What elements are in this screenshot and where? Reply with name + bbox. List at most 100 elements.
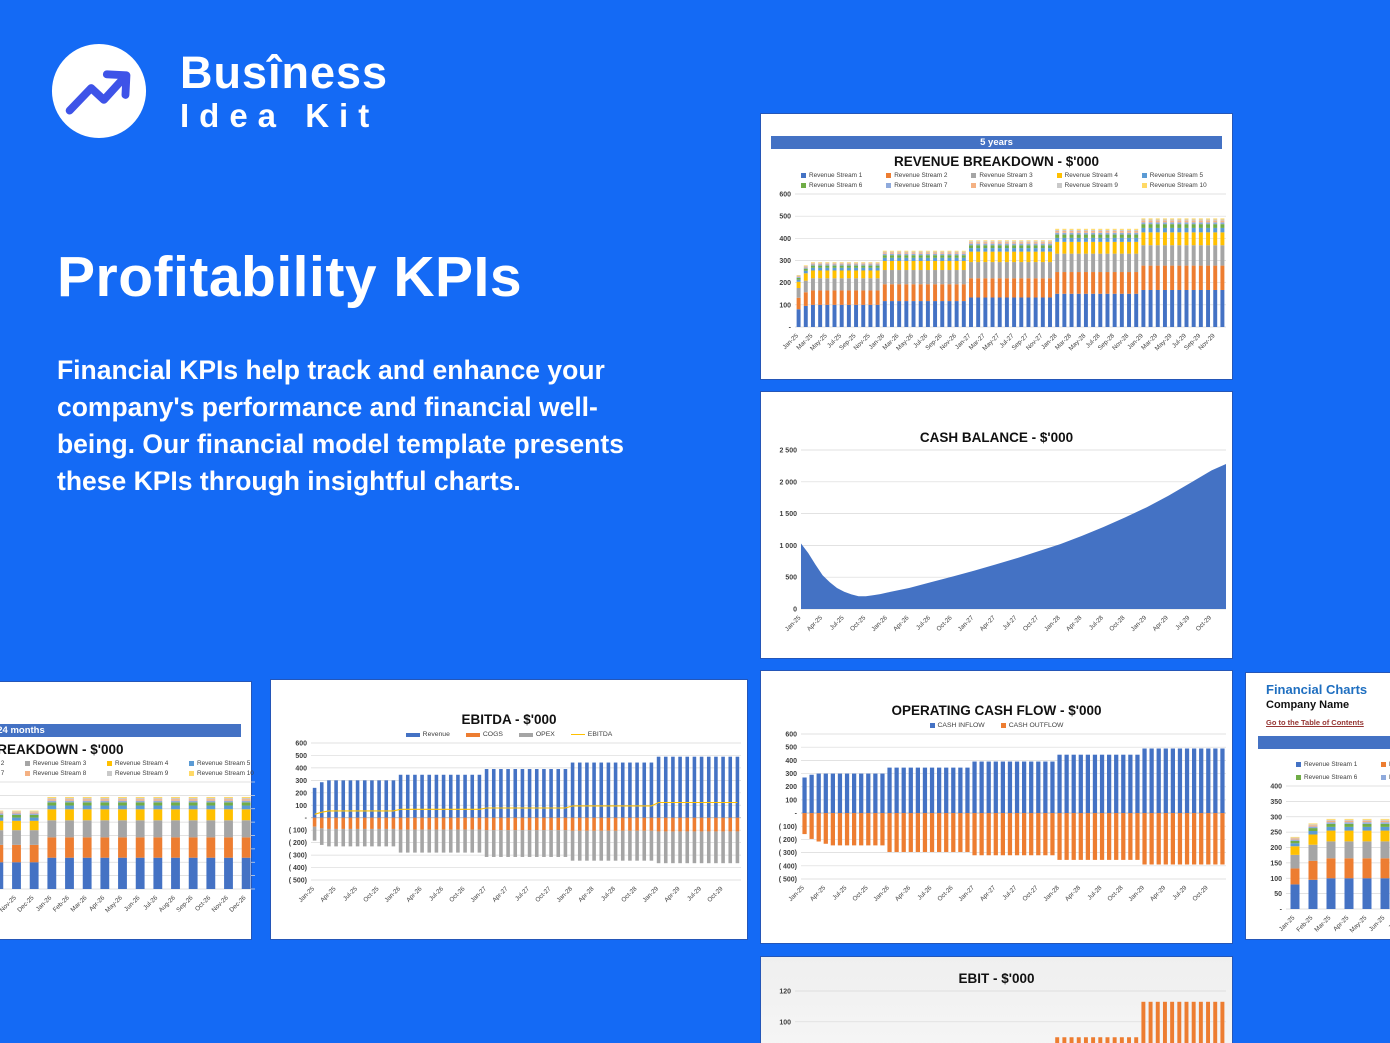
svg-text:Jun-25: Jun-25: [1368, 914, 1387, 933]
svg-text:120: 120: [779, 989, 791, 996]
legend-item: Revenue Stream 7: [886, 182, 971, 189]
legend-item: Revenue Stream 2: [1381, 761, 1390, 768]
operating-cash-flow-chart: 600 500 400 300 200 100 - ( 100) ( 200) ( 300) ( 4…: [779, 732, 1226, 903]
svg-text:Mar-26: Mar-26: [70, 894, 89, 913]
chart-card-ebit: EBIT - $'000 12010080604020-Jan-25Apr-25…: [760, 956, 1233, 1043]
svg-text:Jul-28: Jul-28: [1086, 884, 1103, 901]
legend-swatch: [1056, 183, 1062, 188]
svg-text:500: 500: [785, 745, 797, 752]
legend-item: Revenue Stream 3: [25, 760, 107, 767]
legend-item: EBITDA: [570, 731, 612, 738]
legend-item: Revenue Stream 1: [801, 172, 886, 179]
revenue-breakdown-5y-chart: 600500400300200100-Jan-25Mar-25May-25Jul…: [779, 192, 1226, 352]
svg-text:Jan-25: Jan-25: [784, 614, 803, 633]
company-name: Company Name: [1266, 698, 1350, 711]
svg-text:Jan-28: Jan-28: [1042, 884, 1061, 903]
svg-text:( 300): ( 300): [779, 850, 797, 857]
svg-text:400: 400: [295, 765, 307, 772]
svg-text:600: 600: [295, 741, 307, 748]
svg-text:Jan-25: Jan-25: [1278, 914, 1297, 933]
svg-text:Nov-29: Nov-29: [1197, 332, 1217, 352]
svg-text:Jan-28: Jan-28: [555, 885, 574, 904]
svg-text:Apr-27: Apr-27: [979, 884, 998, 903]
svg-text:( 200): ( 200): [779, 837, 797, 844]
legend-swatch: [1381, 761, 1386, 767]
svg-text:May-26: May-26: [104, 894, 124, 914]
legend-item: Revenue Stream 3: [971, 172, 1056, 179]
svg-text:Oct-26: Oct-26: [936, 884, 955, 903]
svg-text:-: -: [795, 811, 798, 818]
svg-text:400: 400: [1270, 783, 1282, 790]
legend-item: Revenue Stream 7: [1381, 774, 1390, 781]
svg-text:100: 100: [779, 302, 791, 309]
svg-text:Oct-29: Oct-29: [706, 885, 725, 904]
svg-text:100: 100: [295, 803, 307, 810]
svg-text:500: 500: [295, 753, 307, 760]
svg-text:Jul-25: Jul-25: [829, 614, 846, 631]
legend-swatch: [1296, 774, 1301, 780]
legend-swatch: [107, 761, 112, 766]
legend-item: Revenue Stream 1: [1296, 761, 1381, 768]
svg-text:Jan-27: Jan-27: [469, 885, 488, 904]
svg-text:Oct-27: Oct-27: [534, 885, 553, 904]
legend-item: CASH INFLOW: [929, 722, 985, 729]
svg-text:100: 100: [779, 1019, 791, 1026]
svg-text:Jan-27: Jan-27: [957, 614, 976, 633]
svg-text:Jul-27: Jul-27: [514, 885, 531, 902]
legend-swatch: [929, 723, 935, 728]
svg-text:Oct-25: Oct-25: [851, 884, 870, 903]
svg-text:Oct-28: Oct-28: [620, 885, 639, 904]
legend-swatch: [971, 183, 977, 188]
svg-text:Jan-28: Jan-28: [1043, 614, 1062, 633]
svg-text:Apr-26: Apr-26: [892, 614, 911, 633]
trend-arrow-icon: [51, 43, 147, 139]
svg-text:400: 400: [785, 758, 797, 765]
svg-text:( 500): ( 500): [289, 878, 307, 885]
svg-text:Nov-26: Nov-26: [211, 894, 231, 914]
svg-text:Oct-27: Oct-27: [1021, 884, 1040, 903]
svg-text:Apr-25: Apr-25: [809, 884, 828, 903]
page-title: Profitability KPIs: [57, 245, 523, 309]
legend-swatch: [1296, 761, 1301, 767]
svg-text:Oct-28: Oct-28: [1106, 884, 1125, 903]
legend-item: COGS: [465, 731, 503, 738]
svg-text:Jul-28: Jul-28: [600, 885, 617, 902]
sheet-header: Financial Charts Company Name Go to the …: [1246, 673, 1390, 730]
svg-text:Jan-26: Jan-26: [35, 894, 54, 913]
period-banner: 5 years: [771, 136, 1222, 149]
svg-text:Apr-25: Apr-25: [806, 614, 825, 633]
svg-text:500: 500: [785, 575, 797, 582]
sheet-title: Financial Charts: [1266, 682, 1368, 697]
svg-text:Oct-26: Oct-26: [935, 614, 954, 633]
svg-text:200: 200: [779, 280, 791, 287]
legend-item: Revenue Stream 4: [1056, 172, 1142, 179]
svg-text:Apr-26: Apr-26: [405, 885, 424, 904]
table-of-contents-link[interactable]: Go to the Table of Contents: [1266, 717, 1364, 727]
svg-text:Oct-29: Oct-29: [1191, 884, 1210, 903]
legend-swatch: [1056, 173, 1062, 178]
svg-text:Jan-27: Jan-27: [957, 884, 976, 903]
chart-title: REVENUE BREAKDOWN - $'000: [894, 154, 1099, 169]
legend-swatch: [1381, 774, 1386, 780]
svg-text:Jan-26: Jan-26: [870, 614, 889, 633]
svg-text:Jul-25: Jul-25: [342, 885, 359, 902]
legend-item: Revenue Stream 5: [1141, 172, 1227, 179]
legend-item: Revenue Stream 9: [107, 770, 189, 777]
svg-text:Jul-29: Jul-29: [1174, 614, 1191, 631]
svg-text:( 400): ( 400): [779, 863, 797, 870]
svg-text:Jan-26: Jan-26: [872, 884, 891, 903]
svg-text:-: -: [305, 815, 308, 822]
legend-item: Revenue Stream 8: [971, 182, 1056, 189]
svg-text:Apr-27: Apr-27: [979, 614, 998, 633]
svg-text:Apr-26: Apr-26: [894, 884, 913, 903]
svg-text:Apr-28: Apr-28: [1065, 614, 1084, 633]
legend-swatch: [405, 732, 420, 737]
svg-text:600: 600: [779, 192, 791, 199]
svg-text:1 000: 1 000: [779, 543, 797, 550]
page-description: Financial KPIs help track and enhance yo…: [57, 355, 624, 497]
svg-text:Jul-26: Jul-26: [428, 885, 445, 902]
